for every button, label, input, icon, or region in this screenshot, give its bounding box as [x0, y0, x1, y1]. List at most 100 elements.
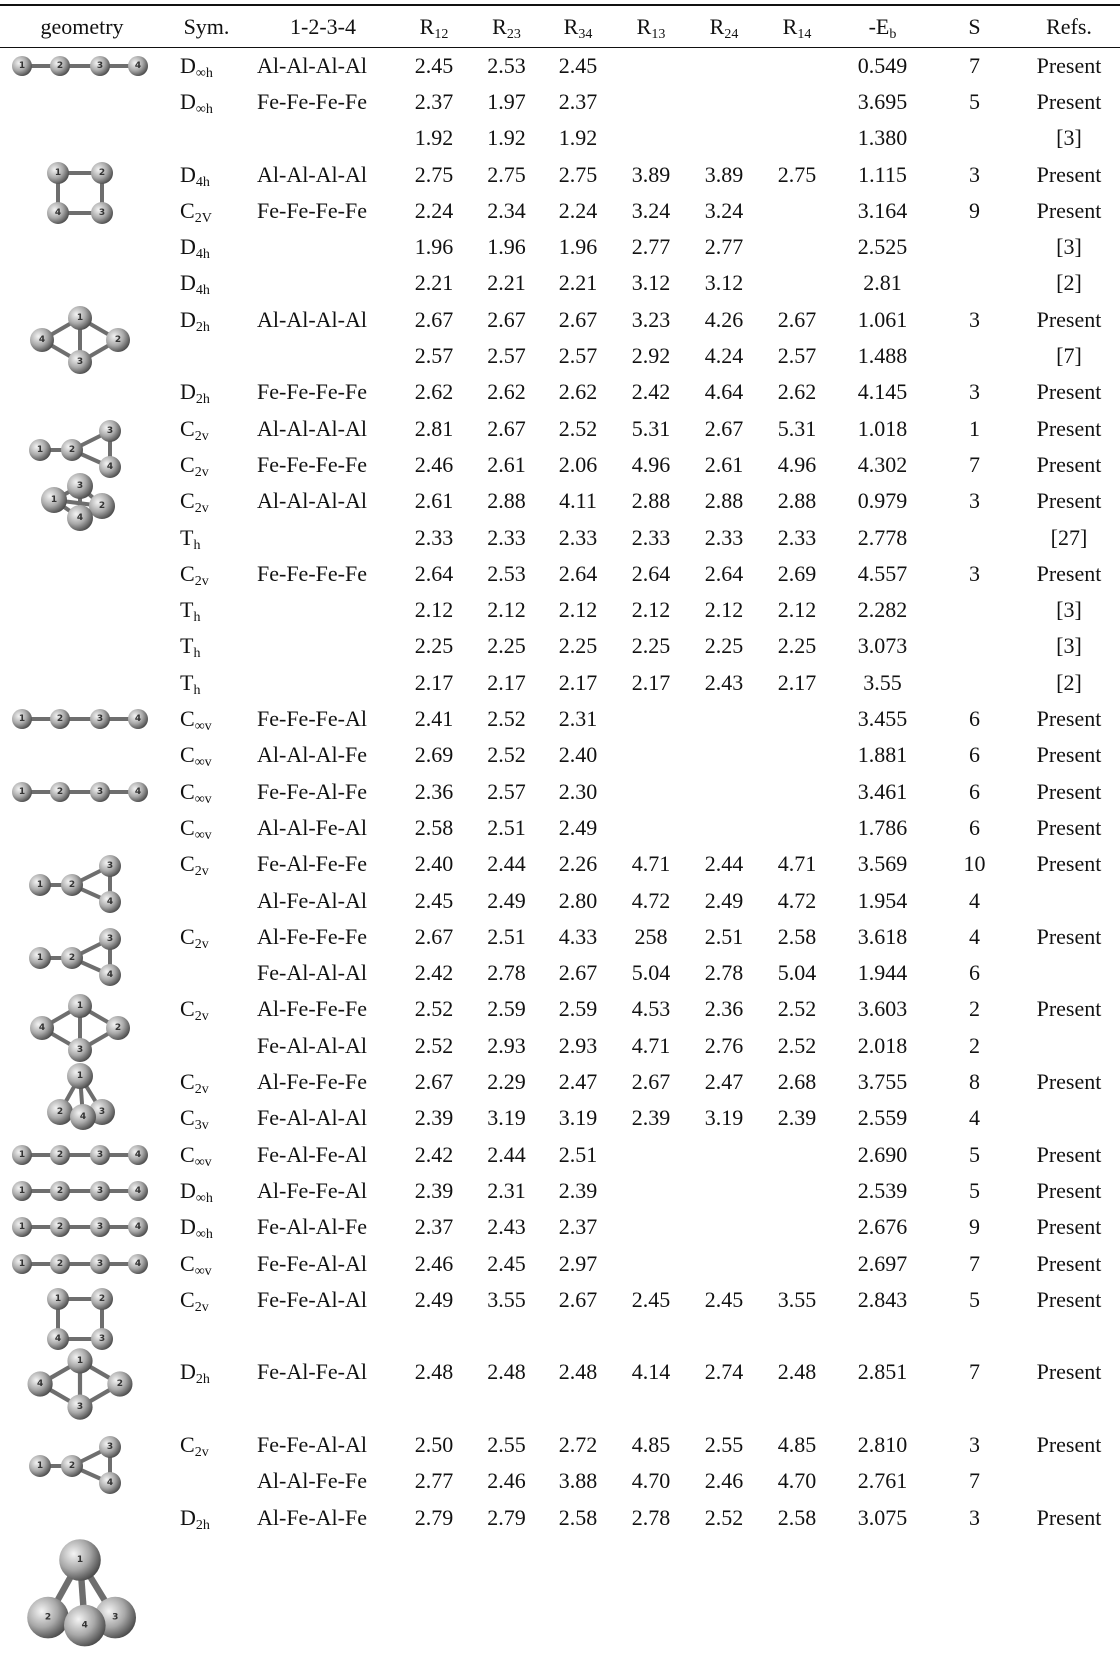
table-cell: Al-Fe-Fe-Fe [249, 991, 397, 1027]
table-cell: 2.61 [397, 483, 471, 519]
table-cell: C∞v [164, 774, 249, 810]
symbol-subscript: 2V [195, 211, 212, 226]
table-cell: 4.71 [614, 1028, 688, 1064]
table-cell: 2.12 [614, 592, 688, 628]
symbol-base: C [180, 851, 195, 876]
geometry-cell [0, 556, 164, 592]
symbol-base: T [180, 597, 193, 622]
table-cell: C∞v [164, 701, 249, 737]
symbol-base: R [420, 14, 435, 39]
table-cell [931, 628, 1018, 664]
table-cell: 2.33 [542, 520, 614, 556]
table-cell: Present [1018, 1209, 1120, 1245]
table-cell: 3.55 [760, 1282, 834, 1355]
table-row: 2.572.572.572.924.242.571.488[7] [0, 338, 1120, 374]
column-header: R14 [760, 5, 834, 48]
table-cell [760, 120, 834, 156]
table-cell: 2.39 [542, 1173, 614, 1209]
geometry-cell: 1234 [0, 919, 164, 955]
table-cell: Fe-Al-Al-Fe [249, 1209, 397, 1245]
table-cell: 2.24 [542, 193, 614, 229]
column-header: geometry [0, 5, 164, 48]
table-cell: D2h [164, 1500, 249, 1660]
symbol-base: T [180, 670, 193, 695]
table-cell [249, 120, 397, 156]
table-row: C∞vAl-Al-Al-Fe2.692.522.401.8816Present [0, 737, 1120, 773]
table-cell: 2.69 [397, 737, 471, 773]
table-row: 1234D∞hAl-Fe-Fe-Al2.392.312.392.5395Pres… [0, 1173, 1120, 1209]
symbol-subscript: 2v [195, 501, 209, 516]
table-cell: C2v [164, 1064, 249, 1100]
table-cell: 2.41 [397, 701, 471, 737]
table-cell: 5 [931, 1282, 1018, 1355]
table-cell: 2.49 [542, 810, 614, 846]
table-row: Fe-Al-Al-Al2.522.932.934.712.762.522.018… [0, 1028, 1120, 1064]
table-cell: Present [1018, 556, 1120, 592]
symbol-base: R [783, 14, 798, 39]
table-cell: 2.52 [397, 991, 471, 1027]
table-cell: 2.45 [397, 48, 471, 85]
symbol-subscript: 2v [195, 1082, 209, 1097]
table-cell: D2h [164, 302, 249, 338]
table-cell: Present [1018, 919, 1120, 955]
symbol-subscript: ∞v [195, 755, 212, 770]
table-cell: 3 [931, 1500, 1018, 1660]
table-cell: 2.48 [760, 1354, 834, 1427]
table-cell: 8 [931, 1064, 1018, 1100]
table-cell: 4.33 [542, 919, 614, 955]
table-cell [249, 229, 397, 265]
table-cell: 2.45 [542, 48, 614, 85]
table-cell: 3.89 [614, 157, 688, 193]
table-cell: 4.53 [614, 991, 688, 1027]
table-cell: 2.37 [542, 84, 614, 120]
table-cell: 4.96 [760, 447, 834, 483]
table-row: 1234D∞hFe-Al-Al-Fe2.372.432.372.6769Pres… [0, 1209, 1120, 1245]
atom-label: 3 [97, 1222, 103, 1232]
table-cell: Fe-Fe-Fe-Al [249, 701, 397, 737]
table-cell: 2.77 [614, 229, 688, 265]
table-cell: 2.52 [397, 1028, 471, 1064]
symbol-subscript: 13 [651, 27, 665, 42]
atom-label: 1 [19, 714, 25, 724]
molecule-icon: 1234 [0, 1282, 164, 1283]
table-cell [249, 520, 397, 556]
table-cell: 1.380 [834, 120, 931, 156]
symbol-subscript: 2v [195, 937, 209, 952]
table-cell: 2.25 [614, 628, 688, 664]
table-cell: 2.52 [688, 1500, 760, 1660]
table-cell: 2.33 [471, 520, 542, 556]
symbol-subscript: ∞h [196, 102, 213, 117]
table-cell: Al-Fe-Al-Fe [249, 1500, 397, 1660]
table-cell: 2.61 [471, 447, 542, 483]
symbol-base: D [180, 1359, 196, 1384]
symbol-base: R [710, 14, 725, 39]
table-cell: 2.676 [834, 1209, 931, 1245]
table-cell: C∞v [164, 1137, 249, 1173]
atom-label: 3 [99, 1334, 105, 1344]
atom-label: 3 [97, 61, 103, 71]
table-cell: Fe-Al-Al-Al [249, 1100, 397, 1136]
table-cell: 2.75 [760, 157, 834, 193]
table-cell: 2.12 [397, 592, 471, 628]
table-cell: Fe-Al-Al-Al [249, 955, 397, 991]
table-cell: 3.569 [834, 846, 931, 882]
table-cell: 2.851 [834, 1354, 931, 1427]
table-cell: 2.39 [397, 1173, 471, 1209]
column-header: R13 [614, 5, 688, 48]
table-cell: 2.33 [614, 520, 688, 556]
table-cell: [7] [1018, 338, 1120, 374]
table-cell [688, 810, 760, 846]
table-cell: 2.51 [688, 919, 760, 955]
table-cell [760, 1137, 834, 1173]
table-cell [688, 737, 760, 773]
table-cell: C2v [164, 846, 249, 882]
table-cell: 2.44 [471, 846, 542, 882]
table-cell: 2.62 [397, 374, 471, 410]
table-cell: Present [1018, 84, 1120, 120]
table-cell: 2.12 [688, 592, 760, 628]
table-cell [760, 774, 834, 810]
table-cell: 4.96 [614, 447, 688, 483]
table-cell: 4.72 [614, 883, 688, 919]
table-cell: Present [1018, 1282, 1120, 1355]
